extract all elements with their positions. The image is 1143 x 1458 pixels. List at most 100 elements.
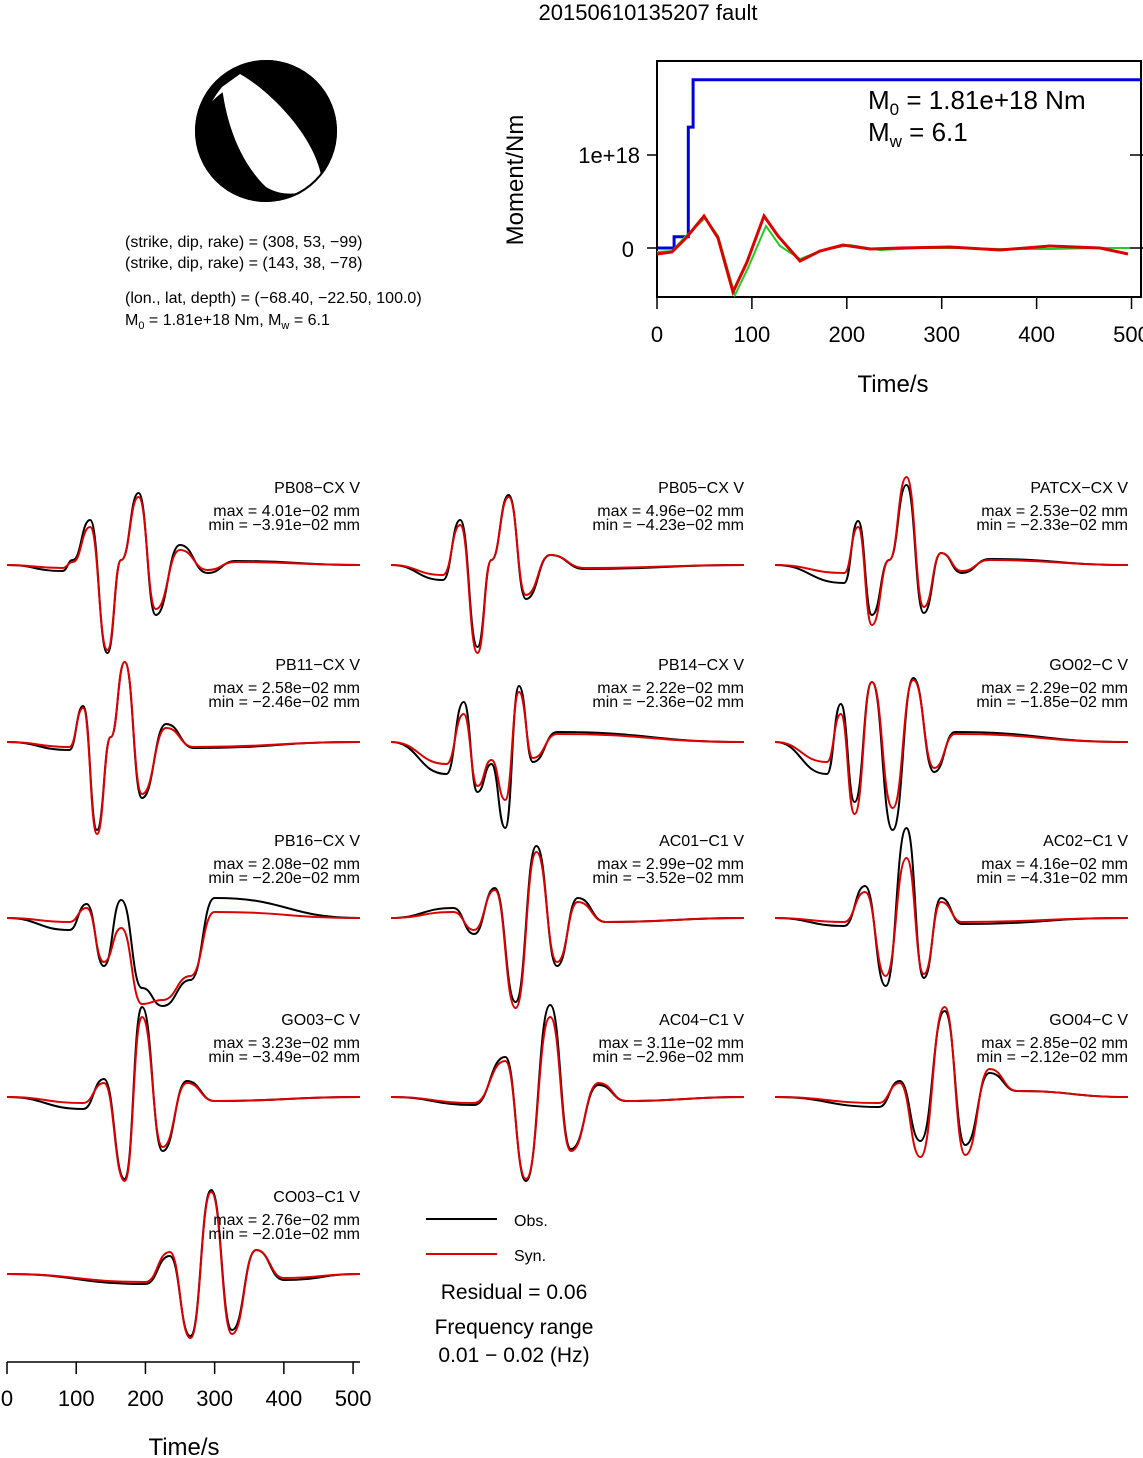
frequency-range-value: 0.01 − 0.02 (Hz) (438, 1344, 589, 1367)
station-min: min = −4.31e−02 mm (976, 870, 1128, 887)
moment-x-tick-label: 300 (923, 322, 960, 347)
waveform-x-axis: 0 100 200 300 400 500 (1, 1361, 371, 1411)
station-min: min = −2.01e−02 mm (208, 1226, 360, 1243)
moment-x-tick-label: 100 (734, 322, 771, 347)
legend-obs-label: Obs. (514, 1213, 548, 1230)
station-name: GO04−C V (1049, 1012, 1128, 1029)
synthetic-waveform (774, 678, 1129, 816)
mechanism-plane-1: (strike, dip, rake) = (308, 53, −99) (125, 234, 362, 251)
station-min: min = −3.91e−02 mm (208, 517, 360, 534)
observed-waveform (6, 896, 361, 1008)
observed-waveform (390, 1003, 745, 1183)
moment-x-tick-label: 0 (651, 322, 663, 347)
synthetic-waveform (774, 1005, 1129, 1159)
station-min: min = −2.36e−02 mm (592, 694, 744, 711)
waveform-x-axis-label: Time/s (148, 1434, 219, 1458)
synthetic-waveform (390, 1015, 745, 1181)
moment-mw-annotation: Mw = 6.1 (868, 117, 968, 151)
station-name: CO03−C1 V (273, 1189, 360, 1206)
station-max: max = 4.01e−02 mm (213, 503, 360, 520)
station-name: PB08−CX V (274, 480, 360, 497)
station-max: max = 4.96e−02 mm (597, 503, 744, 520)
station-name: PB14−CX V (658, 657, 744, 674)
mechanism-plane-2: (strike, dip, rake) = (143, 38, −78) (125, 255, 362, 272)
synthetic-waveform (6, 1190, 361, 1340)
observed-waveform (774, 826, 1129, 988)
moment-plot-frame (656, 60, 1142, 298)
synthetic-waveform (390, 690, 745, 802)
station-max: max = 2.22e−02 mm (597, 680, 744, 697)
mechanism-moment: M0 = 1.81e+18 Nm, Mw = 6.1 (125, 312, 330, 332)
station-max: max = 3.11e−02 mm (598, 1035, 744, 1052)
waveform-x-tick-label: 400 (266, 1386, 303, 1411)
station-max: max = 4.16e−02 mm (981, 856, 1128, 873)
waveform-x-tick-label: 300 (196, 1386, 233, 1411)
synthetic-waveform (774, 856, 1129, 978)
legend-syn-label: Syn. (514, 1248, 546, 1265)
station-max: max = 2.58e−02 mm (213, 680, 360, 697)
moment-rate-panel: 1e+18 0 Moment/Nm 0 100 200 300 400 500 Time/… (502, 60, 1143, 398)
frequency-range-title: Frequency range (435, 1316, 594, 1339)
moment-x-axis: 0 100 200 300 400 500 (651, 297, 1143, 347)
synthetic-waveform (6, 660, 361, 836)
station-max: max = 3.23e−02 mm (213, 1035, 360, 1052)
station-min: min = −2.46e−02 mm (208, 694, 360, 711)
synthetic-waveform (390, 495, 745, 655)
focal-mechanism-beachball-icon (195, 60, 337, 202)
station-name: GO02−C V (1049, 657, 1128, 674)
station-min: min = −3.52e−02 mm (592, 870, 744, 887)
source-time-function-red (656, 212, 1129, 297)
station-min: min = −2.20e−02 mm (208, 870, 360, 887)
moment-x-tick-label: 400 (1018, 322, 1055, 347)
station-min: min = −2.12e−02 mm (976, 1049, 1128, 1066)
synthetic-waveform (774, 475, 1129, 627)
station-min: min = −1.85e−02 mm (976, 694, 1128, 711)
station-name: AC02−C1 V (1043, 833, 1128, 850)
legend: Obs. Syn. Residual = 0.06 Frequency rang… (426, 1213, 593, 1367)
station-name: PB16−CX V (274, 833, 360, 850)
station-min: min = −3.49e−02 mm (208, 1049, 360, 1066)
y-tick-label-1e18: 1e+18 (578, 143, 640, 168)
source-time-function-green (656, 216, 1130, 298)
station-max: max = 2.76e−02 mm (213, 1212, 360, 1229)
station-name: GO03−C V (281, 1012, 360, 1029)
station-min: min = −4.23e−02 mm (592, 517, 744, 534)
station-min: min = −2.33e−02 mm (976, 517, 1128, 534)
moment-y-axis-label: Moment/Nm (502, 115, 529, 246)
waveform-x-tick-label: 200 (127, 1386, 164, 1411)
y-tick-label-0: 0 (622, 237, 634, 262)
station-max: max = 2.85e−02 mm (981, 1035, 1128, 1052)
cumulative-moment-line (657, 78, 1141, 250)
moment-x-tick-label: 500 (1113, 322, 1143, 347)
moment-x-axis-label: Time/s (857, 371, 928, 398)
station-max: max = 2.08e−02 mm (213, 856, 360, 873)
residual-label: Residual = 0.06 (441, 1281, 588, 1304)
figure-title: 20150610135207 fault (539, 0, 758, 25)
moment-x-tick-label: 200 (828, 322, 865, 347)
moment-m0-annotation: M0 = 1.81e+18 Nm (868, 85, 1086, 119)
observed-waveform (6, 1005, 361, 1181)
station-max: max = 2.99e−02 mm (597, 856, 744, 873)
synthetic-waveform (6, 495, 361, 652)
station-name: PB11−CX V (275, 657, 360, 674)
station-max: max = 2.53e−02 mm (981, 503, 1128, 520)
waveform-x-tick-label: 0 (1, 1386, 13, 1411)
station-max: max = 2.29e−02 mm (981, 680, 1128, 697)
mechanism-location: (lon., lat, depth) = (−68.40, −22.50, 10… (125, 290, 422, 307)
station-name: PATCX−CX V (1030, 480, 1128, 497)
synthetic-waveform (6, 1015, 361, 1183)
station-name: PB05−CX V (658, 480, 744, 497)
